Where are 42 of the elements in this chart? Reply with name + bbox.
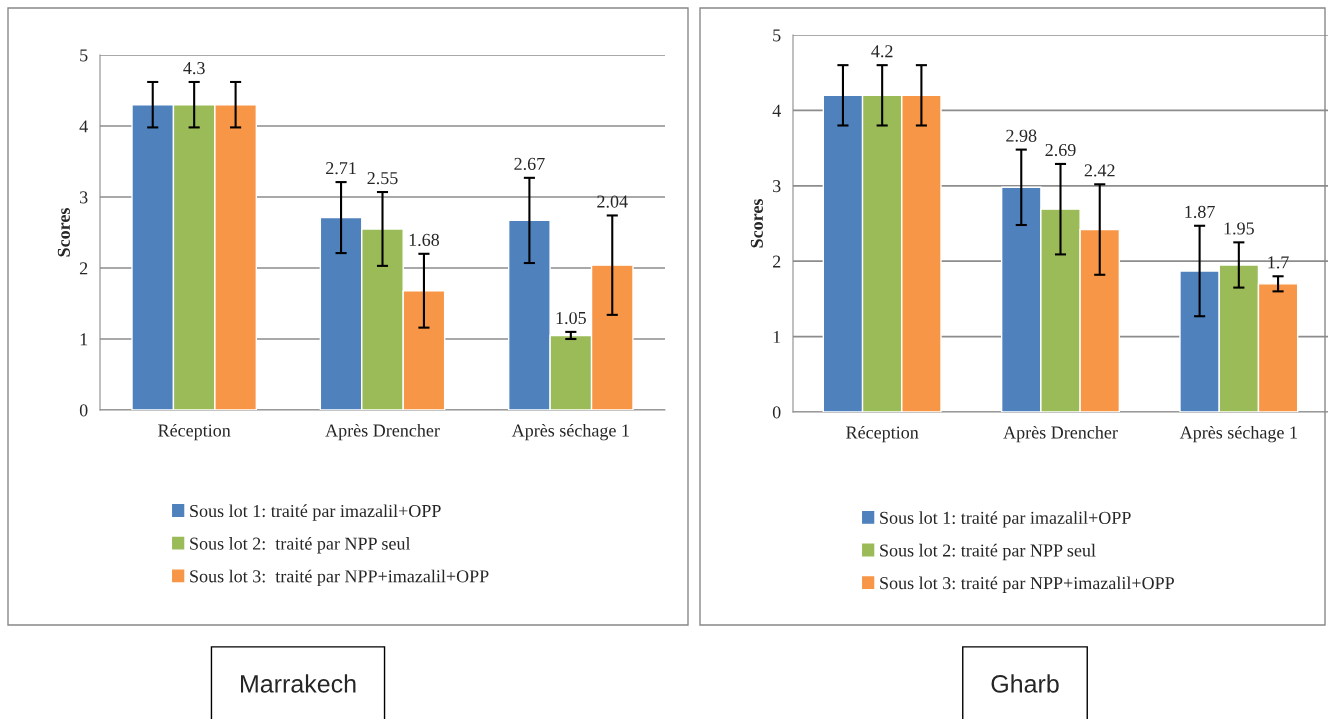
data-label: 2.04 bbox=[597, 195, 628, 208]
legend-label: Sous lot 2: traité par NPP seul bbox=[190, 537, 411, 554]
data-label: 4.3 bbox=[183, 62, 205, 75]
legend-label: Sous lot 1: traité par imazalil+OPP bbox=[190, 504, 441, 521]
data-label: 2.98 bbox=[1006, 129, 1037, 142]
data-label: 4.2 bbox=[871, 45, 893, 58]
data-label: 1.7 bbox=[1268, 256, 1289, 269]
x-tick-label: Après séchage 1 bbox=[511, 423, 629, 441]
y-tick-label: 0 bbox=[772, 406, 781, 419]
y-axis-title: Scores bbox=[57, 208, 70, 257]
y-tick-label: 3 bbox=[80, 191, 88, 204]
x-tick-label: Après Drencher bbox=[325, 423, 440, 441]
y-tick-label: 4 bbox=[79, 120, 88, 133]
x-tick-label: Après séchage 1 bbox=[1179, 425, 1297, 443]
text: Gharb bbox=[991, 674, 1059, 693]
x-tick-label: Après Drencher bbox=[1003, 425, 1118, 443]
y-axis-title: Scores bbox=[750, 199, 763, 248]
x-tick-label: Réception bbox=[158, 423, 231, 441]
y-tick-label: 2 bbox=[772, 255, 781, 268]
data-label: 1.05 bbox=[556, 311, 586, 325]
y-tick-label: 4 bbox=[772, 104, 781, 117]
data-label: 2.55 bbox=[367, 172, 398, 185]
legend-label: Sous lot 3: traité par NPP+imazalil+OPP bbox=[190, 569, 489, 587]
data-label: 2.69 bbox=[1045, 143, 1076, 157]
y-tick-label: 2 bbox=[79, 262, 88, 275]
data-label: 2.71 bbox=[326, 162, 356, 175]
text: Marrakech bbox=[241, 674, 356, 693]
y-tick-label: 5 bbox=[773, 29, 781, 42]
y-tick-label: 5 bbox=[80, 49, 88, 62]
data-label: 2.67 bbox=[514, 157, 545, 171]
legend-label: Sous lot 3: traité par NPP+imazalil+OPP bbox=[880, 576, 1174, 593]
data-label: 1.95 bbox=[1224, 222, 1254, 235]
legend-label: Sous lot 1: traité par imazalil+OPP bbox=[880, 511, 1131, 528]
y-tick-label: 0 bbox=[79, 404, 88, 417]
data-label: 1.68 bbox=[409, 233, 440, 247]
x-tick-label: Réception bbox=[846, 425, 919, 443]
legend-label: Sous lot 2: traité par NPP seul bbox=[880, 543, 1096, 561]
y-tick-label: 3 bbox=[773, 180, 781, 193]
y-tick-label: 1 bbox=[773, 330, 781, 343]
y-tick-label: 1 bbox=[80, 333, 88, 346]
data-label: 1.87 bbox=[1185, 205, 1215, 219]
data-label: 2.42 bbox=[1084, 164, 1115, 177]
